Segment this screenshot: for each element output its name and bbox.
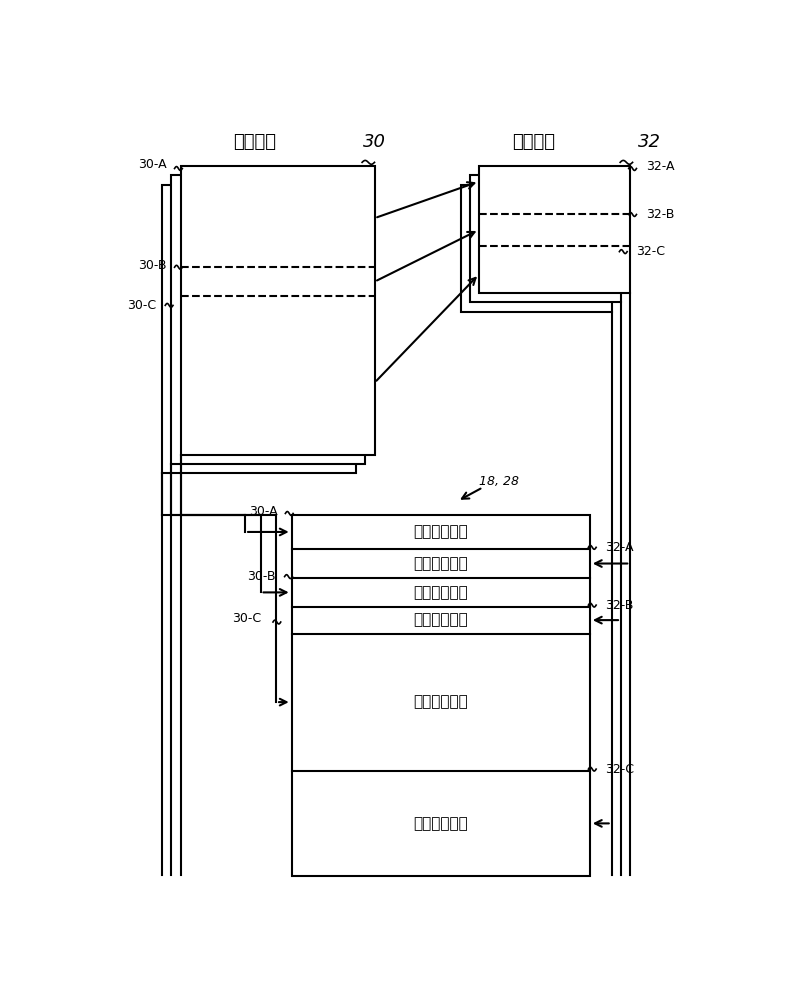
Text: 32-C: 32-C	[637, 245, 665, 258]
Bar	[292, 515, 590, 876]
Bar	[460, 185, 611, 312]
Bar	[172, 175, 365, 464]
Text: 30-C: 30-C	[232, 612, 262, 625]
Text: 分割机密数据: 分割机密数据	[413, 524, 468, 539]
Text: 分割机密数据: 分割机密数据	[413, 695, 468, 710]
Text: 30-A: 30-A	[249, 505, 277, 518]
Text: 奇偶数据: 奇偶数据	[512, 133, 555, 151]
Text: 分割奇偶数据: 分割奇偶数据	[413, 556, 468, 571]
Text: 32-A: 32-A	[646, 160, 674, 173]
Text: 30-B: 30-B	[138, 259, 167, 272]
Text: 18, 28: 18, 28	[479, 475, 519, 488]
Text: 30-A: 30-A	[138, 158, 167, 171]
Text: 30-C: 30-C	[127, 299, 156, 312]
Text: 机密数据: 机密数据	[233, 133, 276, 151]
Text: 32: 32	[638, 133, 661, 151]
Text: 30: 30	[363, 133, 386, 151]
Bar	[479, 166, 630, 293]
Bar	[470, 175, 621, 302]
Text: 32-B: 32-B	[646, 208, 674, 221]
Text: 30-B: 30-B	[247, 570, 276, 583]
Text: 分割奇偶数据: 分割奇偶数据	[413, 816, 468, 831]
Bar	[162, 185, 356, 473]
Text: 分割奇偶数据: 分割奇偶数据	[413, 613, 468, 628]
Bar	[180, 166, 374, 455]
Text: 分割机密数据: 分割机密数据	[413, 585, 468, 600]
Text: 32-B: 32-B	[606, 599, 634, 612]
Text: 32-A: 32-A	[606, 541, 634, 554]
Text: 32-C: 32-C	[606, 763, 634, 776]
